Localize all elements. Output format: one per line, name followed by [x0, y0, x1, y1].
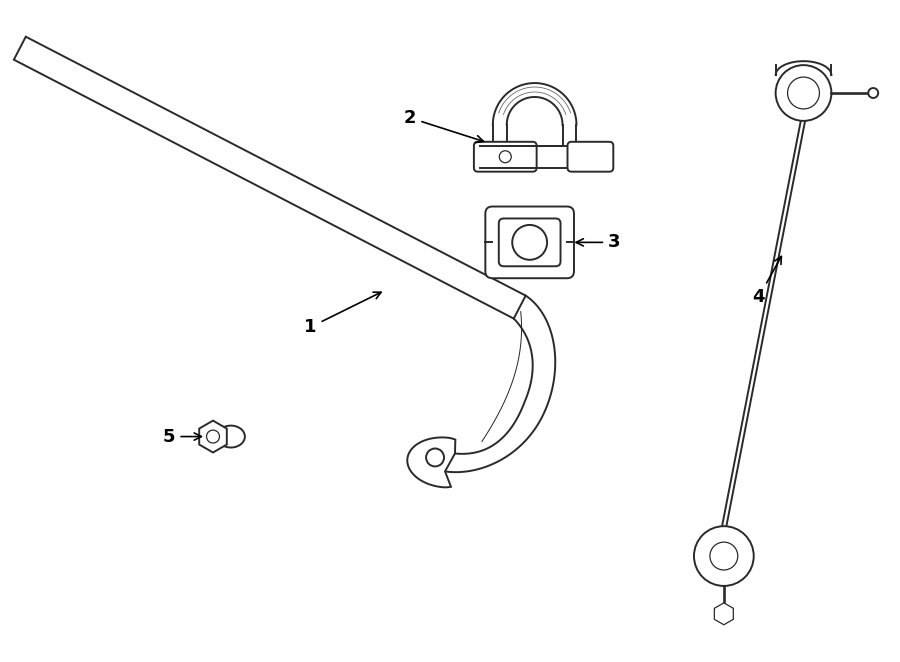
Polygon shape	[199, 420, 227, 453]
Circle shape	[512, 225, 547, 260]
Circle shape	[206, 430, 220, 443]
Text: 1: 1	[304, 292, 381, 336]
Text: 5: 5	[163, 428, 202, 446]
FancyBboxPatch shape	[474, 142, 536, 171]
Polygon shape	[14, 36, 526, 318]
Circle shape	[788, 77, 819, 109]
Ellipse shape	[217, 426, 245, 448]
Polygon shape	[715, 603, 733, 625]
Circle shape	[426, 448, 444, 467]
FancyBboxPatch shape	[568, 142, 613, 171]
FancyBboxPatch shape	[485, 207, 574, 278]
Circle shape	[694, 526, 753, 586]
Polygon shape	[408, 438, 455, 487]
Circle shape	[710, 542, 738, 570]
Text: 3: 3	[576, 234, 621, 252]
Circle shape	[500, 151, 511, 163]
Circle shape	[868, 88, 878, 98]
Circle shape	[776, 65, 832, 121]
FancyBboxPatch shape	[499, 218, 561, 266]
Text: 4: 4	[752, 256, 781, 306]
Text: 2: 2	[404, 109, 483, 142]
